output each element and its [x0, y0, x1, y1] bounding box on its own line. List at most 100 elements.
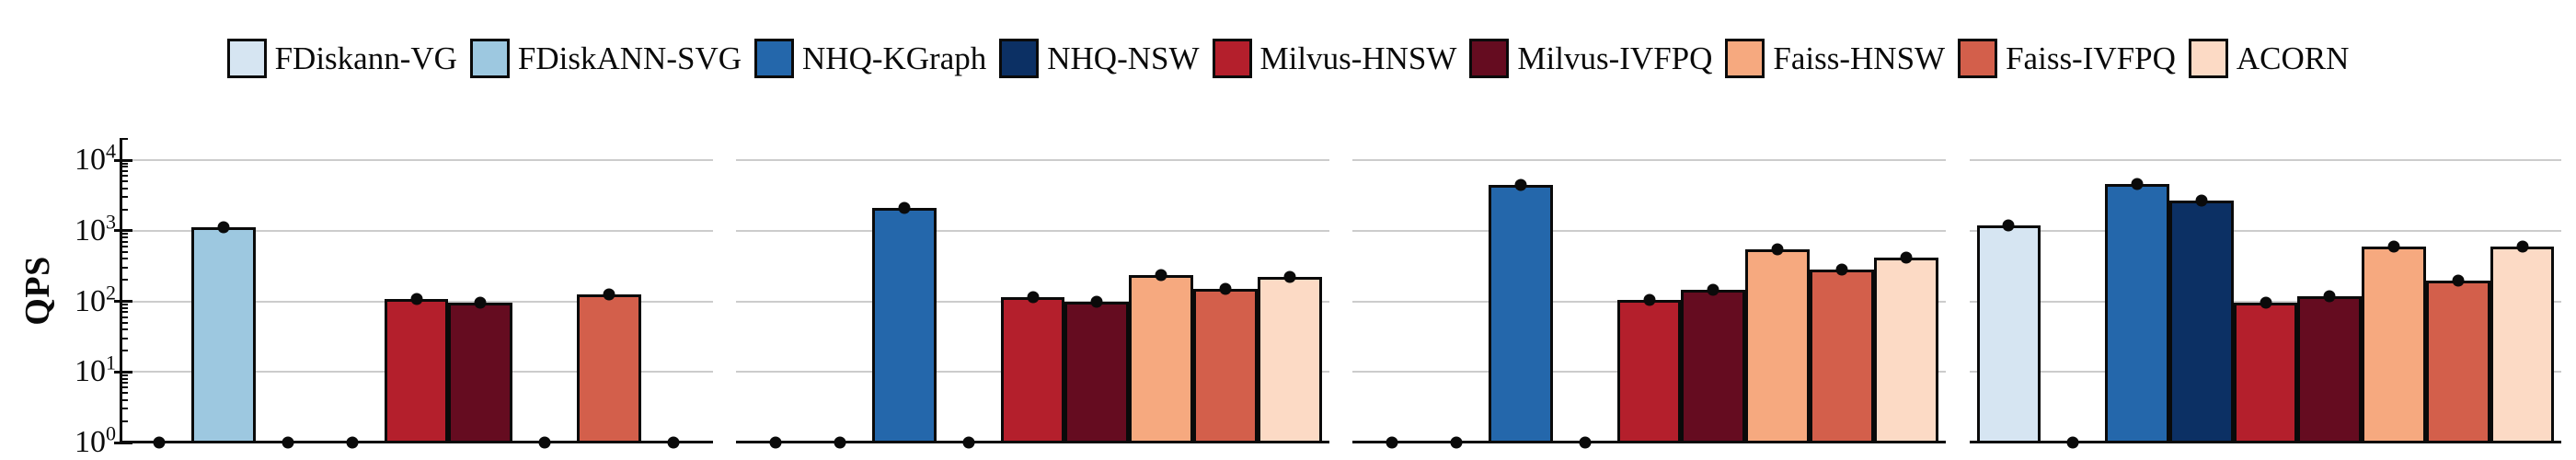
bar-ACORN — [1258, 277, 1323, 443]
y-minor-tick — [120, 408, 128, 410]
bar-Faiss-IVFPQ — [1810, 269, 1875, 443]
data-point-marker — [1283, 270, 1296, 283]
y-minor-tick — [120, 187, 128, 190]
y-minor-tick — [120, 196, 128, 199]
bar-ACORN — [1874, 258, 1939, 443]
y-minor-tick — [120, 321, 128, 324]
y-minor-tick — [120, 245, 128, 247]
data-point-marker — [153, 436, 166, 449]
y-axis-title: QPS — [18, 256, 57, 326]
x-axis-line — [120, 441, 713, 443]
y-minor-tick — [120, 374, 128, 376]
data-point-marker — [769, 436, 782, 449]
y-minor-tick — [120, 250, 128, 253]
data-point-marker — [2452, 274, 2465, 287]
legend-item: NHQ-NSW — [999, 39, 1200, 78]
data-point-marker — [2131, 178, 2144, 190]
y-minor-tick — [120, 306, 128, 309]
bar-Milvus-IVFPQ — [1064, 301, 1130, 443]
bar-Faiss-IVFPQ — [577, 293, 642, 443]
y-minor-tick — [120, 233, 128, 236]
legend-item-label: Milvus-HNSW — [1259, 40, 1457, 76]
y-minor-tick — [120, 398, 128, 401]
data-point-marker — [2260, 296, 2271, 308]
bar-Milvus-HNSW — [1000, 297, 1065, 443]
bar-ACORN — [2490, 247, 2555, 443]
y-axis-spine — [120, 138, 122, 443]
bar-NHQ-KGraph — [2105, 183, 2169, 443]
y-minor-tick — [120, 328, 128, 331]
bar-Faiss-IVFPQ — [2425, 281, 2490, 443]
bar-FDiskann-VG — [1976, 225, 2041, 443]
legend-swatch-icon — [1212, 39, 1252, 78]
data-point-marker — [410, 293, 422, 305]
data-point-marker — [2323, 290, 2336, 303]
data-point-marker — [2195, 194, 2208, 207]
subplot-3 — [1352, 138, 1946, 449]
legend-item: Milvus-HNSW — [1212, 39, 1457, 78]
legend-item: FDiskann-VG — [226, 39, 457, 78]
legend-item: Faiss-HNSW — [1725, 39, 1945, 78]
data-point-marker — [834, 436, 846, 449]
legend-item-label: Milvus-IVFPQ — [1517, 40, 1713, 76]
gridline-10e4 — [1970, 159, 2561, 161]
bar-Milvus-HNSW — [2233, 302, 2298, 443]
bar-Milvus-IVFPQ — [448, 302, 513, 443]
y-minor-tick — [120, 175, 128, 178]
bar-Faiss-IVFPQ — [1193, 289, 1259, 443]
data-point-marker — [1771, 243, 1784, 256]
legend-item-label: Faiss-IVFPQ — [2006, 40, 2176, 76]
legend-item-label: Faiss-HNSW — [1773, 40, 1946, 76]
y-tick-label: 101 — [75, 351, 116, 389]
gridline-10e3 — [1970, 229, 2561, 232]
data-point-marker — [217, 221, 230, 234]
gridline-10e3 — [736, 229, 1329, 232]
data-point-marker — [1027, 291, 1039, 304]
legend-swatch-icon — [1469, 39, 1510, 78]
data-point-marker — [1450, 436, 1463, 449]
y-major-tick — [114, 229, 132, 233]
y-minor-tick — [120, 420, 128, 422]
y-minor-tick — [120, 392, 128, 395]
data-point-marker — [898, 201, 911, 214]
y-major-tick — [114, 300, 132, 303]
data-point-marker — [474, 296, 487, 309]
y-major-tick — [114, 158, 132, 162]
bar-Milvus-IVFPQ — [1681, 290, 1746, 443]
data-point-marker — [1579, 436, 1592, 449]
legend-item: Faiss-IVFPQ — [1958, 39, 2176, 78]
data-point-marker — [538, 436, 551, 449]
y-tick-label: 103 — [75, 210, 116, 247]
bar-FDiskANN-SVG — [190, 226, 256, 443]
bar-NHQ-KGraph — [1488, 184, 1553, 443]
legend-swatch-icon — [469, 39, 510, 78]
data-point-marker — [667, 436, 680, 449]
y-minor-tick — [120, 180, 128, 183]
data-point-marker — [962, 436, 975, 449]
bar-NHQ-KGraph — [871, 208, 937, 443]
data-point-marker — [2387, 240, 2400, 253]
legend-item: FDiskANN-SVG — [469, 39, 742, 78]
y-minor-tick — [120, 266, 128, 269]
y-major-tick — [114, 370, 132, 374]
gridline-10e4 — [1352, 159, 1946, 161]
gridline-10e4 — [736, 159, 1329, 161]
data-point-marker — [2002, 219, 2015, 232]
subplot-1 — [114, 137, 713, 449]
x-axis-line — [1970, 441, 2561, 443]
y-minor-tick — [120, 240, 128, 243]
data-point-marker — [1514, 178, 1527, 191]
data-point-marker — [346, 436, 359, 449]
bar-Milvus-HNSW — [1616, 299, 1682, 443]
data-point-marker — [1835, 263, 1848, 276]
x-axis-line — [1352, 441, 1946, 443]
data-point-marker — [1386, 436, 1398, 449]
y-minor-tick — [120, 236, 128, 239]
data-point-marker — [1155, 269, 1167, 282]
legend-item: ACORN — [2188, 39, 2349, 78]
y-minor-tick — [120, 137, 128, 140]
y-minor-tick — [120, 350, 128, 352]
data-point-marker — [603, 288, 615, 301]
data-point-marker — [2066, 436, 2079, 449]
